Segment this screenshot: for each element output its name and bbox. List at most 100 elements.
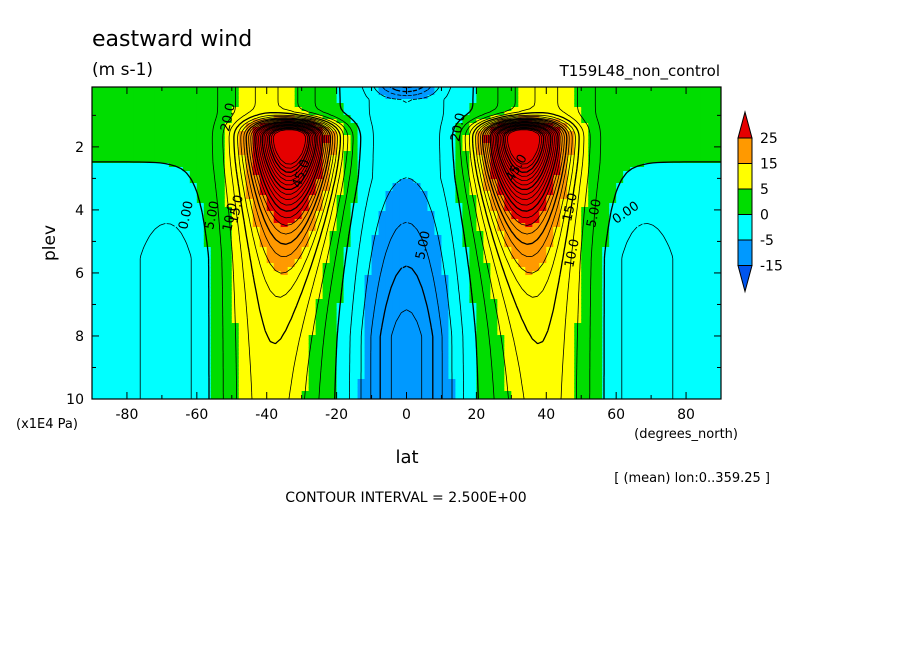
field-cell bbox=[434, 163, 443, 168]
field-cell bbox=[357, 167, 366, 172]
field-cell bbox=[154, 183, 163, 188]
field-cell bbox=[154, 303, 163, 308]
field-cell bbox=[210, 395, 219, 399]
field-cell bbox=[175, 255, 184, 260]
field-cell bbox=[350, 367, 359, 372]
field-cell bbox=[252, 91, 261, 96]
field-cell bbox=[112, 207, 121, 212]
field-cell bbox=[483, 295, 491, 300]
field-cell bbox=[511, 367, 519, 372]
field-cell bbox=[287, 255, 296, 260]
field-cell bbox=[308, 255, 317, 260]
field-cell bbox=[224, 295, 233, 300]
field-cell bbox=[420, 339, 429, 344]
field-cell bbox=[308, 307, 317, 312]
field-cell bbox=[532, 187, 540, 192]
field-cell bbox=[259, 107, 268, 112]
field-cell bbox=[315, 283, 324, 288]
field-cell bbox=[280, 283, 289, 288]
field-cell bbox=[182, 339, 191, 344]
field-cell bbox=[92, 103, 100, 108]
field-cell bbox=[203, 291, 212, 296]
field-cell bbox=[420, 99, 429, 104]
field-cell bbox=[511, 151, 519, 156]
field-cell bbox=[364, 251, 373, 256]
field-cell bbox=[462, 267, 470, 272]
field-cell bbox=[511, 131, 519, 136]
field-cell bbox=[406, 199, 415, 204]
field-cell bbox=[532, 207, 540, 212]
field-cell bbox=[434, 327, 443, 332]
field-cell bbox=[92, 383, 100, 388]
field-cell bbox=[525, 163, 533, 168]
field-cell bbox=[518, 279, 526, 284]
field-cell bbox=[294, 355, 303, 360]
field-cell bbox=[532, 235, 540, 240]
field-cell bbox=[266, 331, 275, 336]
field-cell bbox=[399, 367, 408, 372]
field-cell bbox=[112, 127, 121, 132]
field-cell bbox=[133, 107, 142, 112]
field-cell bbox=[532, 343, 540, 348]
field-cell bbox=[203, 343, 212, 348]
field-cell bbox=[462, 123, 470, 128]
field-cell bbox=[224, 267, 233, 272]
field-cell bbox=[322, 299, 331, 304]
field-cell bbox=[168, 339, 177, 344]
field-cell bbox=[469, 279, 477, 284]
field-cell bbox=[161, 127, 170, 132]
field-cell bbox=[504, 255, 512, 260]
field-cell bbox=[175, 211, 184, 216]
field-cell bbox=[455, 227, 464, 232]
field-cell bbox=[406, 263, 415, 268]
field-cell bbox=[329, 311, 338, 316]
field-cell bbox=[385, 87, 394, 92]
field-cell bbox=[399, 335, 408, 340]
field-cell bbox=[92, 211, 100, 216]
field-cell bbox=[301, 367, 310, 372]
field-cell bbox=[441, 111, 450, 116]
field-cell bbox=[105, 135, 114, 140]
field-cell bbox=[92, 111, 100, 116]
field-cell bbox=[287, 175, 296, 180]
field-cell bbox=[371, 179, 380, 184]
field-cell bbox=[280, 287, 289, 292]
field-cell bbox=[357, 135, 366, 140]
field-cell bbox=[399, 347, 408, 352]
field-cell bbox=[210, 271, 219, 276]
field-cell bbox=[119, 307, 128, 312]
field-cell bbox=[490, 123, 498, 128]
field-cell bbox=[175, 351, 184, 356]
field-cell bbox=[357, 123, 366, 128]
field-cell bbox=[168, 219, 177, 224]
field-cell bbox=[378, 139, 387, 144]
field-cell bbox=[154, 367, 163, 372]
field-cell bbox=[476, 263, 484, 268]
field-cell bbox=[476, 391, 484, 396]
field-cell bbox=[294, 371, 303, 376]
field-cell bbox=[420, 355, 429, 360]
field-cell bbox=[182, 319, 191, 324]
field-cell bbox=[280, 211, 289, 216]
field-cell bbox=[105, 283, 114, 288]
field-cell bbox=[427, 279, 436, 284]
field-cell bbox=[119, 387, 128, 392]
field-cell bbox=[112, 279, 121, 284]
field-cell bbox=[434, 95, 443, 100]
field-cell bbox=[378, 327, 387, 332]
field-cell bbox=[532, 383, 540, 388]
field-cell bbox=[504, 203, 512, 208]
field-cell bbox=[399, 303, 408, 308]
field-cell bbox=[371, 199, 380, 204]
field-cell bbox=[462, 335, 470, 340]
field-cell bbox=[504, 187, 512, 192]
field-cell bbox=[280, 371, 289, 376]
field-cell bbox=[385, 127, 394, 132]
field-cell bbox=[336, 367, 345, 372]
field-cell bbox=[364, 267, 373, 272]
field-cell bbox=[196, 327, 205, 332]
field-cell bbox=[532, 331, 540, 336]
field-cell bbox=[238, 243, 247, 248]
field-cell bbox=[476, 107, 484, 112]
field-cell bbox=[455, 115, 464, 120]
